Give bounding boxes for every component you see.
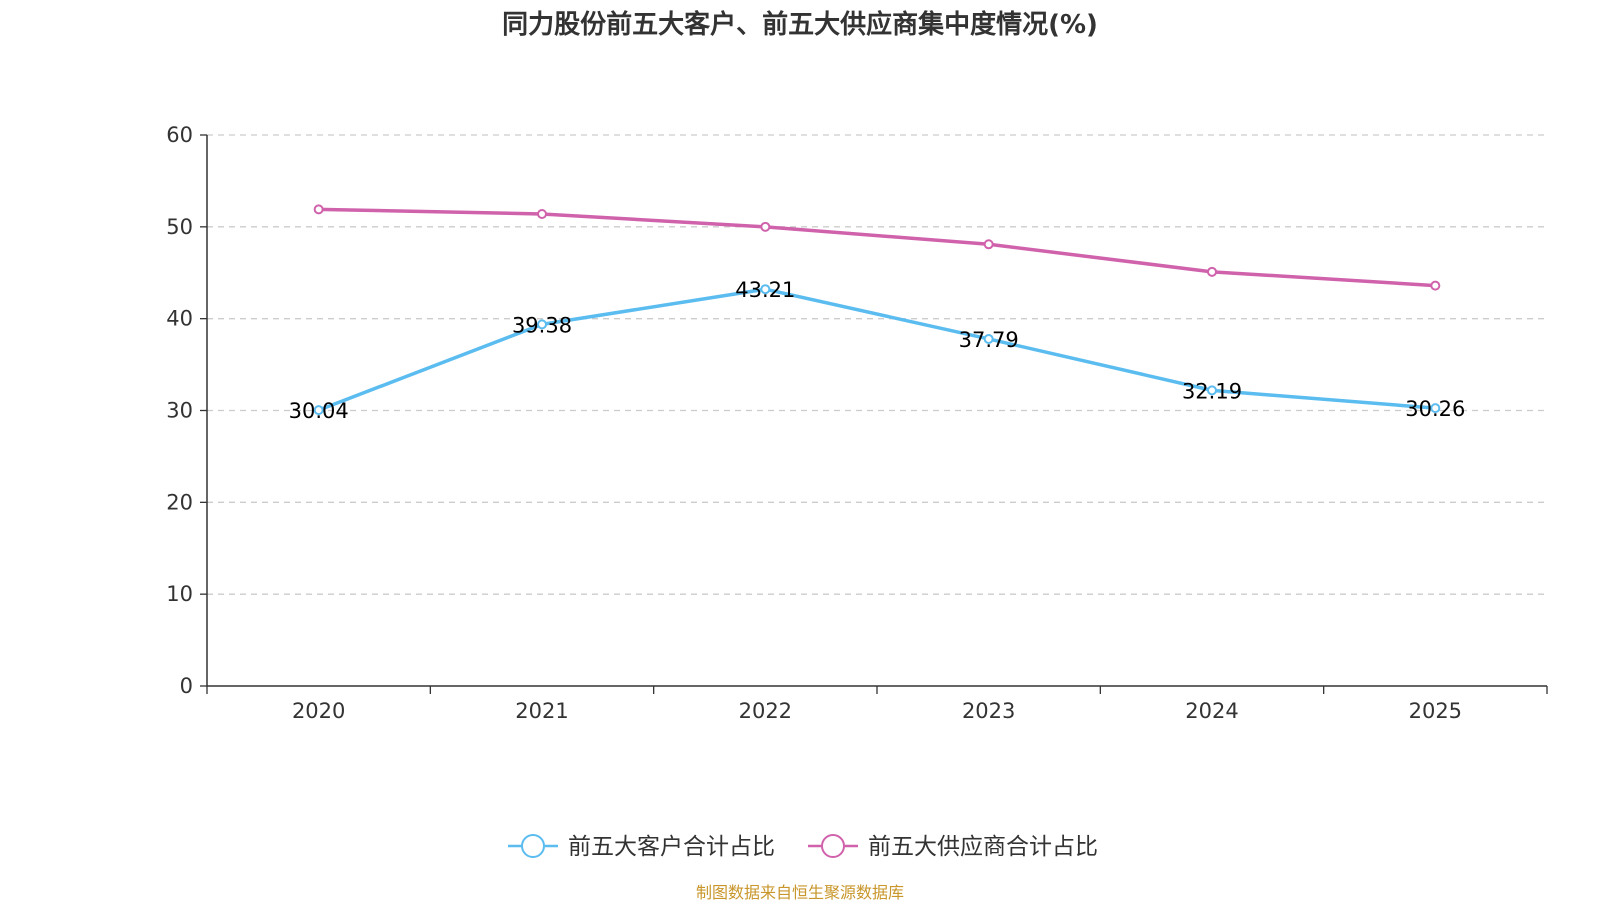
data-point[interactable] (760, 284, 771, 295)
data-point[interactable] (313, 405, 324, 416)
y-tick-label: 60 (166, 123, 193, 147)
data-point[interactable] (537, 319, 547, 330)
x-tick-label: 2021 (515, 699, 568, 723)
grid (207, 134, 1547, 595)
data-labels: 30.04 39.38 43.21 37.79 32.19 30.26 (289, 278, 1466, 423)
data-point[interactable] (983, 333, 994, 344)
legend-item-1[interactable]: 前五大客户合计占比 (508, 834, 775, 860)
y-tick-label: 40 (166, 307, 193, 331)
legend-marker (821, 834, 845, 858)
y-tick-label: 30 (166, 399, 193, 423)
data-point[interactable] (1207, 385, 1217, 396)
y-tick-label: 20 (166, 490, 193, 514)
x-tick-label: 2024 (1185, 699, 1238, 723)
data-point[interactable] (983, 239, 994, 250)
y-tick-label: 10 (166, 582, 193, 606)
data-label: 43.21 (735, 278, 795, 302)
data-label: 30.26 (1405, 397, 1465, 421)
x-tick-label: 2020 (292, 699, 345, 723)
x-tick-label: 2023 (962, 699, 1015, 723)
data-point[interactable] (1207, 266, 1217, 277)
data-point[interactable] (1430, 280, 1441, 291)
axes: 0 10 20 30 40 50 60 2020 2021 2022 2023 2024 2025 (166, 123, 1548, 723)
data-point[interactable] (313, 204, 324, 215)
y-tick-label: 0 (180, 674, 193, 698)
data-label: 37.79 (959, 328, 1019, 352)
legend-label: 前五大供应商合计占比 (868, 834, 1098, 860)
data-point[interactable] (1430, 403, 1441, 414)
legend-label: 前五大客户合计占比 (568, 834, 775, 860)
x-tick-label: 2025 (1409, 699, 1462, 723)
y-tick-label: 50 (166, 215, 193, 239)
source-note: 制图数据来自恒生聚源数据库 (696, 883, 904, 900)
data-label: 30.04 (289, 399, 349, 423)
legend-item-2[interactable]: 前五大供应商合计占比 (808, 834, 1098, 860)
data-label: 32.19 (1182, 379, 1242, 403)
series-line-1 (318, 287, 1436, 412)
x-tick-label: 2022 (739, 699, 792, 723)
legend: 前五大客户合计占比 前五大供应商合计占比 (508, 834, 1098, 860)
chart-title: 同力股份前五大客户、前五大供应商集中度情况(%) (502, 9, 1098, 40)
series-layer (313, 204, 1441, 416)
series-line-2 (318, 207, 1436, 288)
data-point[interactable] (760, 221, 771, 232)
data-point[interactable] (537, 208, 547, 219)
data-label: 39.38 (512, 313, 572, 337)
legend-marker (521, 834, 545, 858)
